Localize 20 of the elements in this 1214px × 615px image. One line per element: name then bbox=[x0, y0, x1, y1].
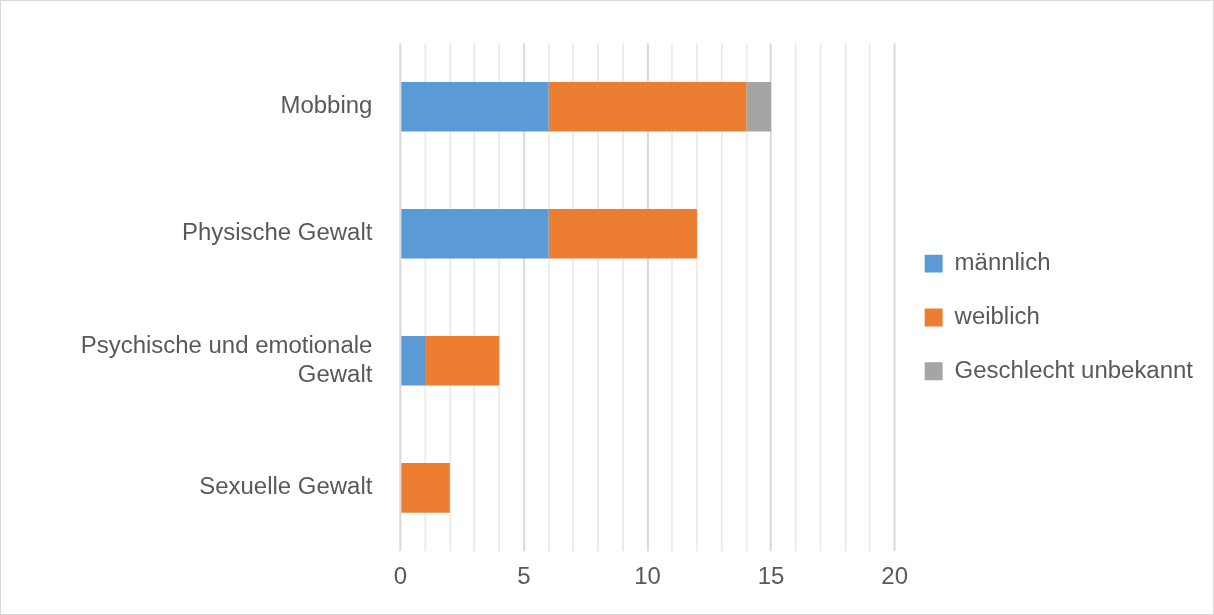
x-tick-label: 5 bbox=[517, 562, 531, 590]
bar bbox=[401, 82, 549, 132]
bar bbox=[401, 209, 549, 259]
bar bbox=[548, 82, 747, 132]
y-tick-label: Physische Gewalt bbox=[181, 218, 373, 246]
legend-label: Geschlecht unbekannt bbox=[954, 355, 1194, 383]
y-tick-label: Psychische und emotionale Gewalt bbox=[80, 331, 373, 387]
y-tick-label: Sexuelle Gewalt bbox=[199, 472, 373, 500]
bar bbox=[401, 336, 426, 386]
bar bbox=[548, 209, 697, 259]
x-tick-label: 15 bbox=[757, 562, 785, 590]
bar bbox=[401, 463, 450, 513]
legend-label: weiblich bbox=[953, 302, 1040, 330]
y-tick-label: Mobbing bbox=[280, 91, 373, 119]
x-tick-label: 0 bbox=[393, 562, 408, 590]
legend-label: männlich bbox=[954, 248, 1051, 276]
x-tick-label: 20 bbox=[881, 562, 909, 590]
bar bbox=[746, 82, 772, 132]
x-tick-label: 10 bbox=[634, 562, 661, 590]
bar bbox=[425, 336, 500, 386]
